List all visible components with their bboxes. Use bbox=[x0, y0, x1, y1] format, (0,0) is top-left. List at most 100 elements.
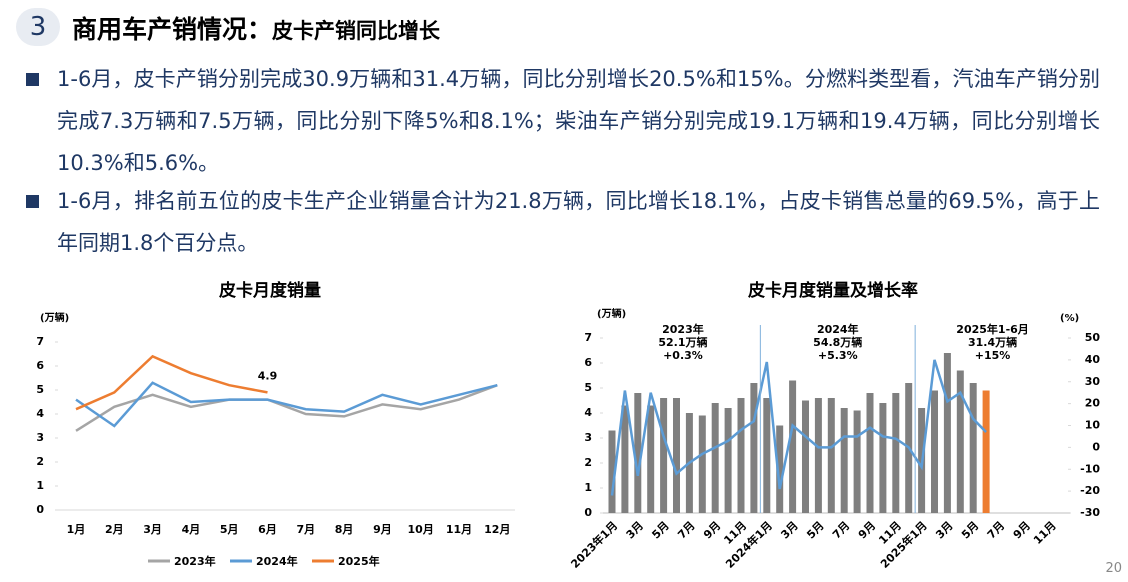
y-tick-label: 5 bbox=[584, 381, 592, 394]
y-tick-label: 3 bbox=[584, 431, 592, 444]
bar bbox=[660, 398, 668, 513]
bar bbox=[802, 400, 809, 513]
x-tick-label: 6月 bbox=[258, 523, 277, 536]
y-tick-label: 7 bbox=[36, 335, 44, 348]
x-tick-label: 3月 bbox=[143, 523, 162, 536]
legend-label: 2023年 bbox=[174, 554, 216, 568]
x-tick-label: 7月 bbox=[296, 523, 315, 536]
x-tick-label: 11月 bbox=[446, 523, 472, 536]
bar bbox=[608, 430, 616, 513]
x-tick-label: 5月 bbox=[804, 519, 826, 541]
title-sub: 皮卡产销同比增长 bbox=[272, 19, 441, 43]
bar bbox=[866, 393, 874, 513]
annotation: 52.1万辆 bbox=[658, 335, 707, 349]
y-tick-label: 7 bbox=[584, 331, 592, 344]
x-tick-label: 9月 bbox=[856, 519, 878, 541]
title-main: 商用车产销情况： bbox=[72, 15, 273, 44]
growth-line bbox=[610, 359, 987, 496]
x-tick-label: 5月 bbox=[959, 519, 981, 541]
bar bbox=[814, 398, 822, 513]
y2-tick-label: 50 bbox=[1085, 331, 1101, 344]
y2-tick-label: 20 bbox=[1085, 397, 1101, 410]
bar bbox=[673, 398, 680, 513]
x-tick-label: 9月 bbox=[701, 519, 723, 541]
x-tick-label: 11月 bbox=[1031, 519, 1059, 547]
annotation: 31.4万辆 bbox=[968, 335, 1017, 349]
annotation: 2025年1-6月 bbox=[956, 322, 1029, 336]
bar bbox=[892, 393, 900, 513]
y2-tick-label: -20 bbox=[1080, 484, 1100, 497]
x-tick-label: 8月 bbox=[335, 523, 354, 536]
y2-tick-label: 0 bbox=[1092, 440, 1100, 453]
bar bbox=[750, 383, 758, 513]
series-line bbox=[75, 381, 498, 428]
bullet-text: 1-6月，排名前五位的皮卡生产企业销量合计为21.8万辆，同比增长18.1%，占… bbox=[57, 189, 1100, 255]
page-number: 20 bbox=[1105, 561, 1122, 576]
bar bbox=[853, 410, 861, 513]
y-axis-label: (万辆) bbox=[597, 307, 626, 320]
bar bbox=[711, 403, 719, 513]
chart-title: 皮卡月度销量及增长率 bbox=[748, 280, 918, 301]
series-line bbox=[75, 354, 268, 411]
y-tick-label: 4 bbox=[584, 406, 592, 419]
x-tick-label: 3月 bbox=[624, 519, 646, 541]
bullet: 1-6月，皮卡产销分别完成30.9万辆和31.4万辆，同比分别增长20.5%和1… bbox=[22, 58, 1100, 184]
bar bbox=[840, 408, 848, 513]
bar bbox=[698, 415, 706, 513]
chart-title: 皮卡月度销量 bbox=[219, 280, 321, 301]
y-tick-label: 4 bbox=[36, 407, 44, 420]
bar bbox=[634, 393, 642, 513]
annotation: +15% bbox=[975, 349, 1011, 362]
bar bbox=[943, 353, 951, 513]
y-tick-label: 0 bbox=[584, 506, 592, 519]
bar bbox=[956, 370, 964, 513]
x-tick-label: 7月 bbox=[830, 519, 852, 541]
x-tick-label: 12月 bbox=[484, 523, 510, 536]
y-tick-label: 6 bbox=[36, 359, 44, 372]
y2-tick-label: 40 bbox=[1085, 353, 1101, 366]
data-label: 4.9 bbox=[258, 369, 278, 382]
x-tick-label: 7月 bbox=[675, 519, 697, 541]
x-tick-label: 2023年1月 bbox=[568, 518, 621, 571]
x-tick-label: 5月 bbox=[649, 519, 671, 541]
x-tick-label: 10月 bbox=[408, 523, 434, 536]
y2-tick-label: -30 bbox=[1080, 506, 1100, 519]
bar bbox=[621, 405, 629, 513]
bullet: 1-6月，排名前五位的皮卡生产企业销量合计为21.8万辆，同比增长18.1%，占… bbox=[22, 180, 1100, 264]
annotation: 2023年 bbox=[662, 322, 704, 336]
y2-tick-label: -10 bbox=[1080, 462, 1100, 475]
bar bbox=[647, 405, 655, 513]
x-tick-label: 2月 bbox=[105, 523, 124, 536]
bar bbox=[776, 425, 784, 513]
y-axis-label: (万辆) bbox=[40, 311, 69, 324]
bar bbox=[763, 398, 771, 513]
y-tick-label: 5 bbox=[36, 383, 44, 396]
bullet-marker bbox=[26, 195, 39, 208]
y-tick-label: 3 bbox=[36, 431, 44, 444]
bar bbox=[931, 390, 938, 513]
bullet-marker bbox=[26, 73, 39, 86]
x-tick-label: 9月 bbox=[1011, 519, 1033, 541]
x-tick-label: 3月 bbox=[778, 519, 800, 541]
y2-tick-label: 10 bbox=[1085, 419, 1101, 432]
annotation: 2024年 bbox=[817, 322, 859, 336]
slide-title: 商用车产销情况：皮卡产销同比增长 bbox=[72, 10, 440, 46]
bar bbox=[879, 403, 887, 513]
legend-label: 2025年 bbox=[338, 554, 380, 568]
annotation: 54.8万辆 bbox=[813, 335, 862, 349]
bar bbox=[724, 408, 732, 513]
bar bbox=[789, 380, 797, 513]
annotation: +0.3% bbox=[663, 349, 703, 362]
bar bbox=[827, 398, 835, 513]
x-tick-label: 5月 bbox=[220, 523, 239, 536]
x-tick-label: 9月 bbox=[373, 523, 392, 536]
y2-axis-label: (%) bbox=[1060, 313, 1079, 324]
x-tick-label: 7月 bbox=[985, 519, 1007, 541]
y-tick-label: 2 bbox=[36, 455, 44, 468]
y-tick-label: 0 bbox=[36, 503, 44, 516]
bar bbox=[969, 383, 977, 513]
x-tick-label: 4月 bbox=[182, 523, 201, 536]
y-tick-label: 2 bbox=[584, 456, 592, 469]
